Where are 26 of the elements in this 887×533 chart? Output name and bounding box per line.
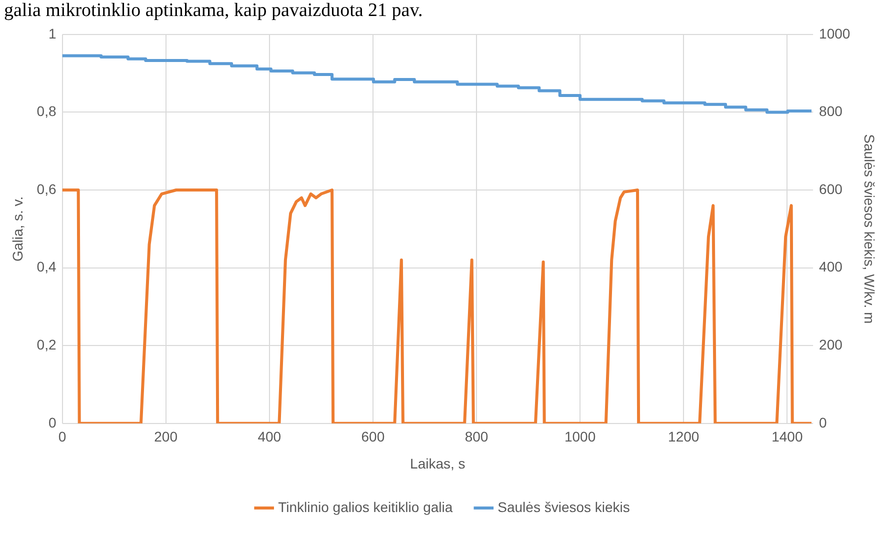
legend-label: Saulės šviesos kiekis bbox=[498, 498, 630, 515]
y2-tick-label: 1000 bbox=[819, 25, 850, 42]
x-tick-label: 0 bbox=[58, 428, 66, 445]
x-tick-label: 800 bbox=[464, 428, 488, 445]
y-tick-label: 0,6 bbox=[36, 180, 56, 197]
x-tick-label: 600 bbox=[361, 428, 385, 445]
y2-tick-label: 800 bbox=[819, 103, 843, 120]
y-tick-label: 1 bbox=[48, 25, 56, 42]
x-axis-title: Laikas, s bbox=[410, 455, 466, 472]
x-tick-label: 400 bbox=[258, 428, 282, 445]
x-tick-label: 1400 bbox=[772, 428, 803, 445]
y-tick-label: 0,8 bbox=[36, 103, 56, 120]
y-tick-label: 0,2 bbox=[36, 336, 56, 352]
y-axis-title: Galia, s. v. bbox=[9, 196, 26, 262]
y2-tick-label: 200 bbox=[819, 336, 843, 352]
legend-label: Tinklinio galios keitiklio galia bbox=[278, 498, 453, 515]
y-tick-label: 0 bbox=[48, 414, 56, 430]
y-tick-label: 0,4 bbox=[36, 258, 56, 275]
y2-tick-label: 400 bbox=[819, 258, 843, 275]
y2-axis-title: Saulės šviesos kiekis, W/kv. m bbox=[862, 134, 878, 324]
y2-tick-label: 0 bbox=[819, 414, 828, 430]
y2-tick-label: 600 bbox=[819, 180, 843, 197]
x-tick-label: 200 bbox=[154, 428, 178, 445]
x-tick-label: 1200 bbox=[668, 428, 700, 445]
text: galia mikrotinklio aptinkama, kaip pavaizduota 21 pav. bbox=[3, 0, 424, 21]
x-tick-label: 1000 bbox=[564, 428, 596, 445]
